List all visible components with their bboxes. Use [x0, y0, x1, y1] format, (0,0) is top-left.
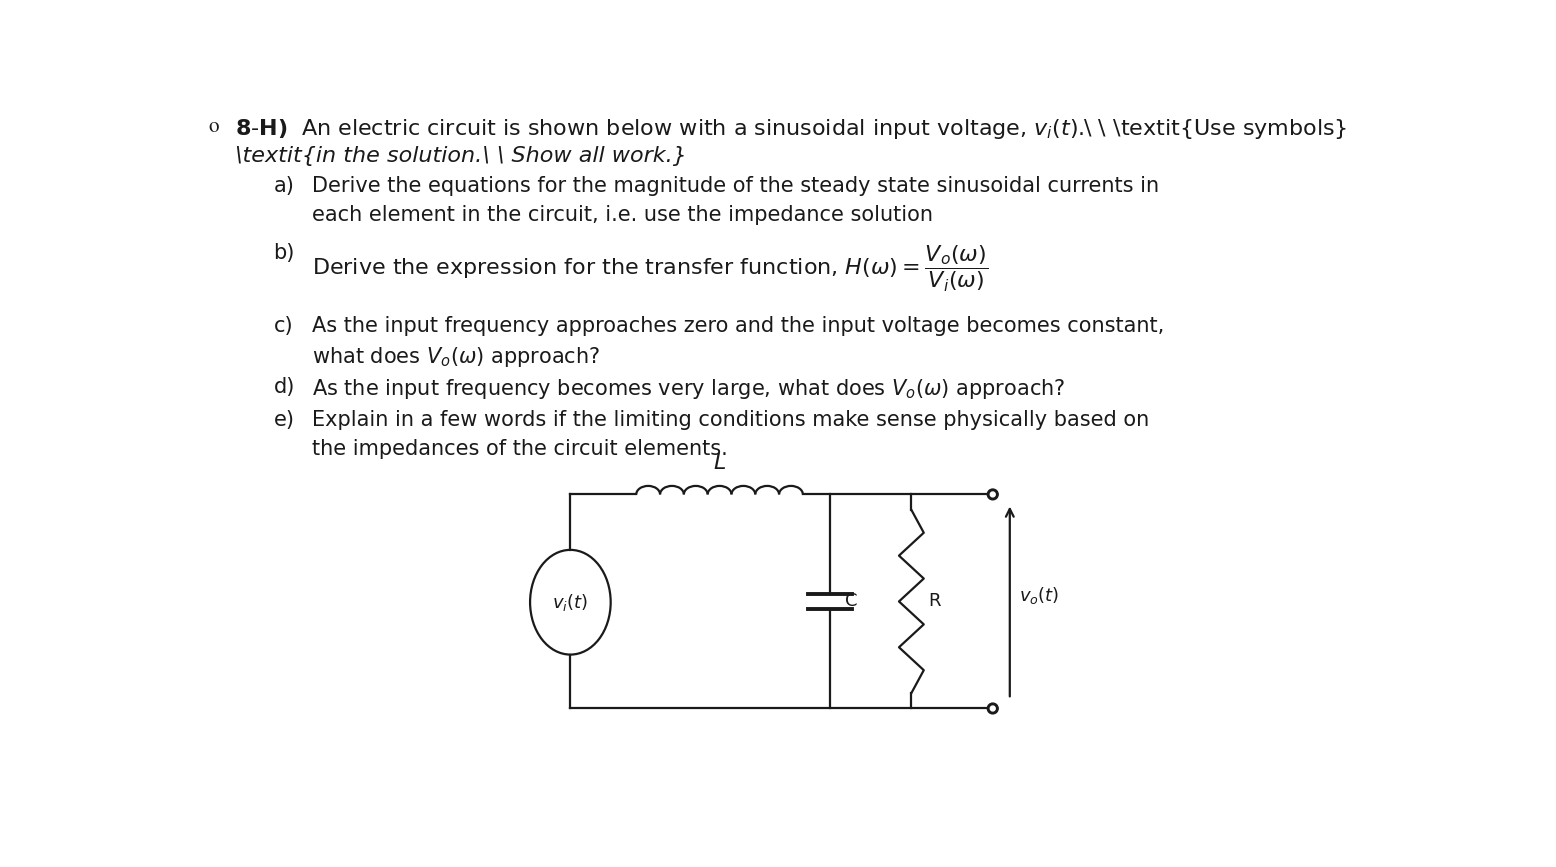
Text: the impedances of the circuit elements.: the impedances of the circuit elements. [313, 439, 728, 459]
Text: As the input frequency becomes very large, what does $V_o(\omega)$ approach?: As the input frequency becomes very larg… [313, 377, 1066, 401]
Text: R: R [929, 592, 941, 610]
Text: e): e) [274, 410, 294, 430]
Text: As the input frequency approaches zero and the input voltage becomes constant,: As the input frequency approaches zero a… [313, 316, 1164, 336]
Text: b): b) [274, 244, 296, 264]
Text: a): a) [274, 176, 294, 196]
Text: d): d) [274, 377, 296, 397]
Text: c): c) [274, 316, 293, 336]
Text: An electric circuit is shown below with a sinusoidal input voltage, $v_i(t)$.\ \: An electric circuit is shown below with … [302, 117, 1347, 141]
Text: Derive the equations for the magnitude of the steady state sinusoidal currents i: Derive the equations for the magnitude o… [313, 176, 1159, 196]
Circle shape [990, 706, 996, 711]
Circle shape [988, 703, 999, 714]
Text: what does $V_o(\omega)$ approach?: what does $V_o(\omega)$ approach? [313, 345, 601, 369]
Text: Derive the expression for the transfer function, $H(\omega) = \dfrac{V_o(\omega): Derive the expression for the transfer f… [313, 244, 988, 294]
Text: \textit{in the solution.\ \ Show all work.}: \textit{in the solution.\ \ Show all wor… [235, 147, 686, 166]
Circle shape [990, 492, 996, 497]
Text: $v_o(t)$: $v_o(t)$ [1019, 585, 1060, 606]
Text: $v_i(t)$: $v_i(t)$ [552, 592, 588, 613]
Text: $L$: $L$ [713, 453, 727, 473]
Text: $\mathbf{8\text{-}H)}$: $\mathbf{8\text{-}H)}$ [235, 117, 288, 140]
Text: each element in the circuit, i.e. use the impedance solution: each element in the circuit, i.e. use th… [313, 205, 934, 225]
Text: Explain in a few words if the limiting conditions make sense physically based on: Explain in a few words if the limiting c… [313, 410, 1150, 430]
Circle shape [988, 489, 999, 499]
Text: C: C [845, 592, 857, 610]
Text: o: o [209, 117, 219, 137]
